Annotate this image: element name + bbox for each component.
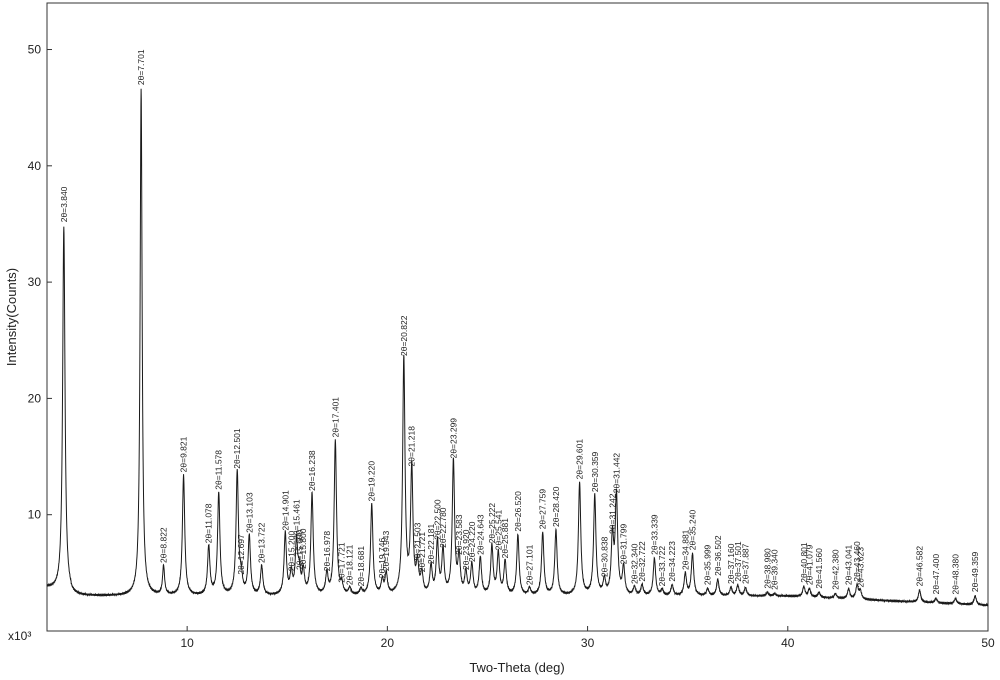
peak-label: 2θ=28.420 (551, 486, 561, 527)
y-tick-label: 50 (28, 43, 42, 57)
peak-label: 2θ=40.801 (799, 542, 809, 583)
peak-label: 2θ=46.582 (915, 546, 925, 587)
peak-label: 2θ=14.901 (280, 490, 290, 531)
diffraction-pattern-line (46, 88, 989, 608)
peak-label: 2θ=36.502 (713, 535, 723, 576)
peak-label: 2θ=32.722 (637, 541, 647, 582)
peak-label: 2θ=9.821 (179, 436, 189, 472)
peak-label: 2θ=24.220 (467, 521, 477, 562)
peak-label: 2θ=37.160 (726, 543, 736, 584)
peak-label: 2θ=33.339 (649, 514, 659, 555)
peak-label: 2θ=43.623 (855, 547, 865, 588)
peak-label: 2θ=43.460 (852, 541, 862, 582)
peak-label: 2θ=20.822 (399, 315, 409, 356)
plot-frame (46, 2, 989, 632)
peak-label: 2θ=37.887 (740, 543, 750, 584)
peak-label: 2θ=31.242 (607, 493, 617, 534)
peak-label: 2θ=3.840 (59, 186, 69, 222)
peak-label: 2θ=24.643 (475, 514, 485, 555)
peak-label: 2θ=12.501 (232, 428, 242, 469)
peak-label: 2θ=11.578 (214, 450, 224, 490)
x-axis-title: Two-Theta (deg) (469, 660, 564, 675)
peak-label: 2θ=26.520 (513, 491, 523, 532)
peak-label: 2θ=11.078 (204, 503, 214, 543)
peak-label: 2θ=27.759 (538, 489, 548, 530)
peak-label: 2θ=49.359 (970, 551, 980, 592)
x-tick-label: 10 (180, 636, 194, 650)
peak-label: 2θ=12.697 (236, 534, 246, 575)
peak-label: 2θ=42.380 (830, 549, 840, 590)
peak-label: 2θ=30.838 (599, 536, 609, 577)
peak-label: 2θ=19.746 (377, 538, 387, 579)
peak-label: 2θ=18.681 (356, 546, 366, 587)
y-tick-label: 40 (28, 159, 42, 173)
peak-label: 2θ=7.701 (136, 49, 146, 85)
peak-label: 2θ=39.340 (770, 549, 780, 590)
peak-label: 2θ=17.401 (330, 397, 340, 438)
peak-label: 2θ=19.220 (367, 461, 377, 502)
peak-label: 2θ=34.881 (680, 529, 690, 570)
peak-label: 2θ=13.722 (257, 522, 267, 563)
peak-label: 2θ=16.978 (322, 531, 332, 572)
peak-label: 2θ=25.541 (493, 510, 503, 551)
peak-label: 2θ=35.999 (703, 544, 713, 585)
peak-label: 2θ=48.380 (951, 554, 961, 595)
peak-label: 2θ=15.600 (294, 529, 304, 570)
x-tick-label: 40 (781, 636, 795, 650)
peak-label: 2θ=18.121 (345, 544, 355, 585)
peak-label: 2θ=22.780 (438, 507, 448, 548)
peak-label: 2θ=34.223 (667, 541, 677, 582)
peak-label: 2θ=21.218 (407, 426, 417, 467)
y-tick-label: 10 (28, 508, 42, 522)
peak-label: 2θ=15.461 (291, 499, 301, 540)
x-tick-label: 30 (581, 636, 595, 650)
peak-labels: 2θ=3.840 2θ=7.701 2θ=8.822 2θ=9.821 2θ=11.07… (59, 49, 980, 594)
peak-label: 2θ=38.980 (762, 548, 772, 589)
peak-label: 2θ=13.103 (244, 492, 254, 533)
peak-label: 2θ=30.359 (590, 451, 600, 492)
peak-label: 2θ=22.181 (426, 523, 436, 564)
peak-label: 2θ=15.200 (286, 531, 296, 572)
axis-ticks: 10 20 30 40 50 10 20 30 40 50 (28, 43, 995, 650)
peak-label: 2θ=31.799 (619, 524, 629, 565)
y-multiplier-label: x10³ (8, 629, 31, 643)
peak-label: 2θ=23.920 (461, 529, 471, 570)
peak-label: 2θ=15.800 (298, 528, 308, 569)
x-tick-label: 50 (981, 636, 995, 650)
peak-label: 2θ=23.299 (448, 418, 458, 459)
peak-label: 2θ=32.340 (629, 543, 639, 584)
peak-label: 2θ=29.601 (575, 439, 585, 480)
peak-label: 2θ=23.583 (454, 514, 464, 555)
peak-label: 2θ=27.101 (525, 544, 535, 585)
y-tick-label: 30 (28, 275, 42, 289)
x-tick-label: 20 (381, 636, 395, 650)
peak-label: 2θ=43.041 (844, 544, 854, 585)
peak-label: 2θ=17.721 (337, 542, 347, 583)
peak-label: 2θ=22.500 (432, 499, 442, 540)
peak-label: 2θ=19.943 (381, 530, 391, 571)
peak-label: 2θ=37.501 (733, 541, 743, 582)
peak-label: 2θ=35.240 (688, 510, 698, 551)
peak-label: 2θ=16.238 (307, 450, 317, 491)
peak-label: 2θ=41.079 (804, 544, 814, 585)
peak-label: 2θ=25.881 (500, 518, 510, 559)
peak-label: 2θ=25.222 (487, 503, 497, 544)
peak-label: 2θ=8.822 (159, 527, 169, 563)
y-axis-title: Intensity(Counts) (4, 268, 19, 366)
peak-label: 2θ=33.722 (657, 546, 667, 587)
peak-label: 2θ=21.721 (417, 532, 427, 573)
peak-label: 2θ=47.400 (931, 554, 941, 595)
peak-label: 2θ=31.442 (611, 453, 621, 494)
peak-label: 2θ=41.560 (814, 548, 824, 589)
y-tick-label: 20 (28, 391, 42, 405)
peak-label: 2θ=21.503 (413, 522, 423, 563)
